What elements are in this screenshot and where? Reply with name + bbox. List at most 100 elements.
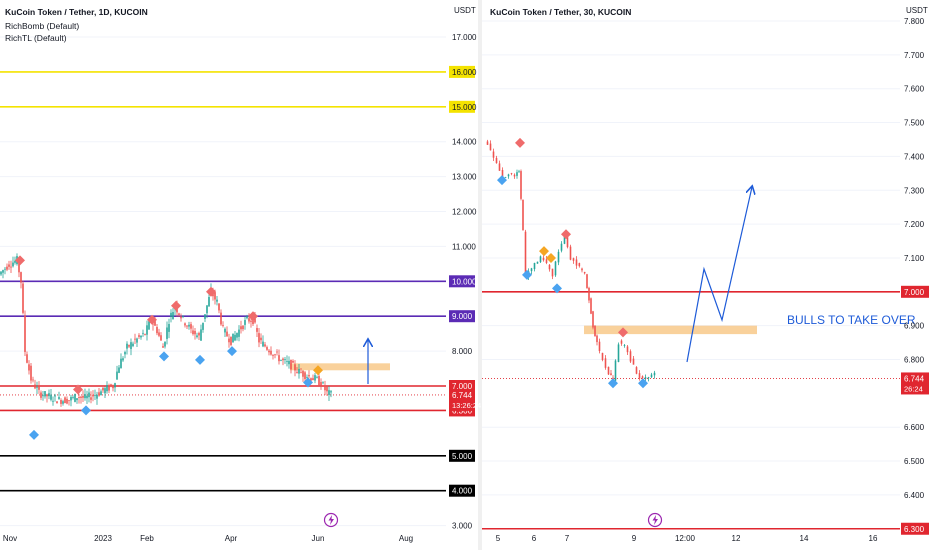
l-candle-body	[260, 337, 262, 341]
l-candle-body	[2, 270, 4, 273]
l-candle-body	[52, 400, 54, 402]
r-candle-body	[501, 169, 504, 178]
l-candle-body	[44, 391, 46, 397]
r-buy-marker-9	[638, 378, 648, 389]
l-candle-body	[304, 372, 306, 379]
right-x-axis[interactable]: 5 6 7 9 12:00 12 14 16	[496, 534, 878, 543]
l-alert-marker-12	[313, 365, 323, 376]
l-level-tag-3	[449, 310, 475, 323]
r-alert-marker-4	[546, 252, 556, 263]
r-candle-body	[626, 346, 629, 353]
r-sell-marker-1	[515, 137, 525, 148]
right-resistance-zone[interactable]	[584, 325, 757, 335]
l-sell-marker-2	[73, 384, 83, 395]
l-candle-body	[238, 329, 240, 337]
l-candle-body	[72, 397, 74, 398]
left-grid	[0, 36, 446, 527]
r-candle-body	[601, 352, 604, 360]
l-candle-body	[12, 262, 14, 267]
l-candle-body	[206, 305, 208, 314]
l-candle-body	[180, 316, 182, 319]
r-candle-body	[586, 274, 588, 289]
l-candle-body	[194, 330, 196, 335]
l-candle-body	[22, 283, 24, 313]
left-x-axis[interactable]: Nov 2023 Feb Apr Jun Aug	[3, 534, 413, 543]
indicator-richtl[interactable]: RichTL (Default)	[5, 33, 67, 43]
left-level-lines[interactable]	[0, 71, 446, 492]
right-lightning-icon[interactable]	[647, 512, 663, 528]
l-candle-body	[132, 343, 134, 347]
r-x-tick-4: 12:00	[675, 534, 696, 543]
l-level-label-4: 7.000	[452, 382, 473, 391]
l-candle-body	[48, 393, 50, 397]
r-alert-marker-3	[539, 246, 549, 257]
l-x-tick-1: 2023	[94, 534, 112, 543]
left-y-axis[interactable]: 17.000 14.000 13.000 12.000 11.000 8.000 3.000…	[449, 33, 477, 531]
l-candle-body	[228, 338, 230, 343]
l-candle-body	[250, 320, 252, 322]
l-candle-body	[38, 385, 40, 390]
l-candle-body	[314, 375, 316, 381]
l-level-label-0: 16.000	[452, 68, 477, 77]
l-candle-body	[200, 329, 202, 341]
l-candle-body	[66, 398, 68, 404]
l-candle-body	[112, 387, 114, 389]
right-projection-path[interactable]	[686, 187, 752, 363]
indicator-richbomb[interactable]: RichBomb (Default)	[5, 21, 79, 31]
l-candle-body	[120, 358, 122, 369]
l-candle-body	[282, 358, 284, 361]
l-candle-body	[94, 395, 96, 397]
l-candle-body	[256, 328, 258, 332]
r-candle-body	[557, 251, 560, 263]
r-x-tick-1: 6	[532, 534, 537, 543]
r-level-label-0: 7.000	[904, 288, 925, 297]
l-candle-body	[284, 359, 286, 360]
left-lightning-icon[interactable]	[323, 512, 339, 528]
l-buy-marker-7	[195, 354, 205, 365]
r-level-tag-0	[901, 285, 929, 298]
right-level-lines[interactable]	[482, 290, 900, 530]
l-candle-body	[118, 367, 120, 373]
r-candle-body	[520, 171, 522, 199]
right-grid	[482, 20, 900, 496]
l-candle-body	[24, 315, 26, 352]
right-chart-pane[interactable]: BULLS TO TAKE OVER KuCoin Token / Tether…	[482, 6, 929, 543]
bulls-annotation[interactable]: BULLS TO TAKE OVER	[787, 313, 916, 327]
r-last-price-label: 6.744	[904, 374, 925, 383]
l-candle-body	[6, 266, 8, 270]
l-candle-body	[42, 395, 44, 397]
l-candle-body	[212, 293, 214, 297]
l-x-tick-0: Nov	[3, 534, 17, 543]
l-candle-body	[262, 341, 264, 347]
l-candle-body	[240, 326, 242, 330]
l-candle-body	[242, 325, 244, 330]
right-y-axis[interactable]: 7.800 7.700 7.600 7.500 7.400 7.300 7.200 7.100…	[901, 17, 929, 535]
l-candle-body	[188, 324, 190, 327]
left-chart-pane[interactable]: KuCoin Token / Tether, 1D, KUCOIN RichBo…	[0, 6, 481, 543]
r-candle-body	[572, 258, 575, 261]
left-signal-markers	[15, 255, 323, 440]
r-y-tick-6: 7.200	[904, 220, 925, 229]
r-candle-body	[598, 341, 601, 352]
l-candle-body	[156, 326, 158, 334]
l-candle-body	[272, 354, 274, 356]
r-candle-body	[583, 271, 586, 274]
l-candle-body	[222, 325, 224, 326]
r-buy-marker-0	[497, 175, 507, 186]
l-x-tick-2: Feb	[140, 534, 154, 543]
l-buy-marker-1	[29, 429, 39, 440]
left-resistance-zone[interactable]	[290, 363, 390, 371]
r-x-tick-7: 16	[869, 534, 878, 543]
l-candle-body	[20, 272, 22, 283]
r-y-tick-11: 6.500	[904, 457, 925, 466]
r-candle-body	[617, 344, 620, 363]
l-candle-body	[230, 336, 232, 345]
l-candle-body	[162, 346, 164, 348]
r-candle-body	[504, 177, 507, 178]
l-candle-body	[8, 264, 10, 267]
l-y-tick-0: 17.000	[452, 33, 477, 42]
l-price-tag-box	[449, 388, 475, 411]
l-y-tick-6: 3.000	[452, 522, 473, 531]
l-candle-body	[322, 382, 324, 384]
